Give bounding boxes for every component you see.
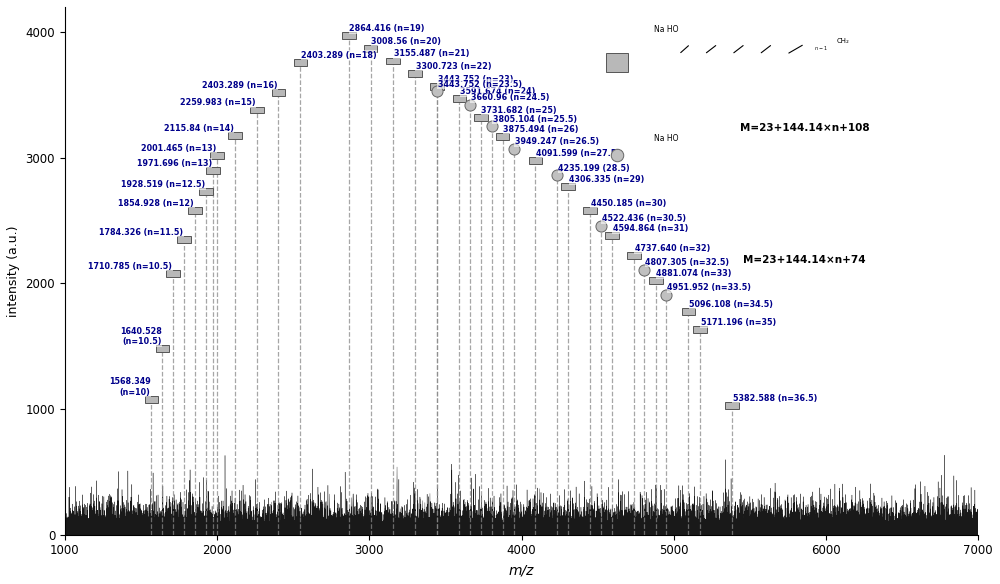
FancyBboxPatch shape <box>188 207 202 214</box>
FancyBboxPatch shape <box>294 59 307 65</box>
FancyBboxPatch shape <box>682 308 695 315</box>
Y-axis label: intensity (a.u.): intensity (a.u.) <box>7 225 20 317</box>
Text: 3008.56 (n=20): 3008.56 (n=20) <box>371 37 441 46</box>
FancyBboxPatch shape <box>386 58 400 64</box>
FancyBboxPatch shape <box>725 402 739 409</box>
Text: 2115.84 (n=14): 2115.84 (n=14) <box>164 124 234 133</box>
FancyBboxPatch shape <box>228 131 242 138</box>
Text: 1640.528
(n=10.5): 1640.528 (n=10.5) <box>120 327 162 346</box>
FancyBboxPatch shape <box>529 157 542 164</box>
FancyBboxPatch shape <box>364 45 377 52</box>
Text: 1568.349
(n=10): 1568.349 (n=10) <box>109 377 151 397</box>
FancyBboxPatch shape <box>177 236 191 243</box>
Text: 4450.185 (n=30): 4450.185 (n=30) <box>591 199 666 208</box>
FancyBboxPatch shape <box>342 32 356 39</box>
Text: 4522.436 (n=30.5): 4522.436 (n=30.5) <box>602 214 686 223</box>
Text: M=23+144.14×n+74: M=23+144.14×n+74 <box>743 255 866 265</box>
Text: 3949.247 (n=26.5): 3949.247 (n=26.5) <box>515 137 599 147</box>
Text: 1784.326 (n=11.5): 1784.326 (n=11.5) <box>99 228 183 237</box>
Text: 3155.487 (n=21): 3155.487 (n=21) <box>394 50 469 58</box>
Text: CH₂: CH₂ <box>837 39 850 44</box>
Text: $_{n-1}$: $_{n-1}$ <box>814 45 828 53</box>
Text: Na HO: Na HO <box>654 134 678 142</box>
Text: 4881.074 (n=33): 4881.074 (n=33) <box>656 269 732 279</box>
Text: 4807.305 (n=32.5): 4807.305 (n=32.5) <box>645 258 729 267</box>
FancyBboxPatch shape <box>453 95 466 102</box>
FancyBboxPatch shape <box>145 395 158 402</box>
Text: 2403.289 (n=16): 2403.289 (n=16) <box>202 81 278 90</box>
Text: 3731.682 (n=25): 3731.682 (n=25) <box>481 106 557 115</box>
Text: 1710.785 (n=10.5): 1710.785 (n=10.5) <box>88 262 172 271</box>
Text: 4235.199 (28.5): 4235.199 (28.5) <box>558 164 630 173</box>
FancyBboxPatch shape <box>199 188 213 195</box>
FancyBboxPatch shape <box>156 345 169 352</box>
X-axis label: m/z: m/z <box>509 563 534 577</box>
FancyBboxPatch shape <box>605 232 619 239</box>
Text: 3660.96 (n=24.5): 3660.96 (n=24.5) <box>471 93 549 102</box>
Text: 3300.723 (n=22): 3300.723 (n=22) <box>416 62 491 71</box>
FancyBboxPatch shape <box>496 133 509 140</box>
Text: 3443.752 (n=23.5): 3443.752 (n=23.5) <box>438 79 522 89</box>
Text: 1971.696 (n=13): 1971.696 (n=13) <box>137 159 212 168</box>
Text: 1928.519 (n=12.5): 1928.519 (n=12.5) <box>121 180 205 189</box>
Text: 2259.983 (n=15): 2259.983 (n=15) <box>180 99 256 107</box>
FancyBboxPatch shape <box>627 252 641 259</box>
FancyBboxPatch shape <box>166 270 180 277</box>
Text: 5171.196 (n=35): 5171.196 (n=35) <box>701 318 776 328</box>
FancyBboxPatch shape <box>561 183 575 190</box>
Text: 4737.640 (n=32): 4737.640 (n=32) <box>635 244 710 253</box>
FancyBboxPatch shape <box>272 89 285 96</box>
FancyBboxPatch shape <box>649 277 663 284</box>
Text: 2864.416 (n=19): 2864.416 (n=19) <box>349 25 425 33</box>
FancyBboxPatch shape <box>210 152 224 159</box>
Text: 2001.465 (n=13): 2001.465 (n=13) <box>141 144 217 153</box>
FancyBboxPatch shape <box>606 53 628 72</box>
Text: 3805.104 (n=25.5): 3805.104 (n=25.5) <box>493 115 577 124</box>
Text: 4951.952 (n=33.5): 4951.952 (n=33.5) <box>667 283 751 292</box>
Text: 4306.335 (n=29): 4306.335 (n=29) <box>569 175 644 184</box>
Text: 3591.674 (n=24): 3591.674 (n=24) <box>460 87 536 96</box>
Text: 5382.588 (n=36.5): 5382.588 (n=36.5) <box>733 394 817 403</box>
Text: Na HO: Na HO <box>654 26 678 34</box>
Text: 3443.752 (n=23): 3443.752 (n=23) <box>438 75 513 84</box>
FancyBboxPatch shape <box>474 114 488 121</box>
FancyBboxPatch shape <box>206 167 220 174</box>
Text: 4594.864 (n=31): 4594.864 (n=31) <box>613 224 688 233</box>
FancyBboxPatch shape <box>408 70 422 77</box>
Text: 2403.289 (n=18): 2403.289 (n=18) <box>301 51 377 60</box>
Text: M=23+144.14×n+108: M=23+144.14×n+108 <box>740 123 870 133</box>
Text: 3875.494 (n=26): 3875.494 (n=26) <box>503 125 579 134</box>
Text: 1854.928 (n=12): 1854.928 (n=12) <box>118 199 194 208</box>
FancyBboxPatch shape <box>583 207 597 214</box>
Text: 4091.599 (n=27.5): 4091.599 (n=27.5) <box>536 149 620 158</box>
Text: 5096.108 (n=34.5): 5096.108 (n=34.5) <box>689 300 773 308</box>
FancyBboxPatch shape <box>693 326 707 333</box>
FancyBboxPatch shape <box>250 106 264 113</box>
FancyBboxPatch shape <box>430 83 444 89</box>
